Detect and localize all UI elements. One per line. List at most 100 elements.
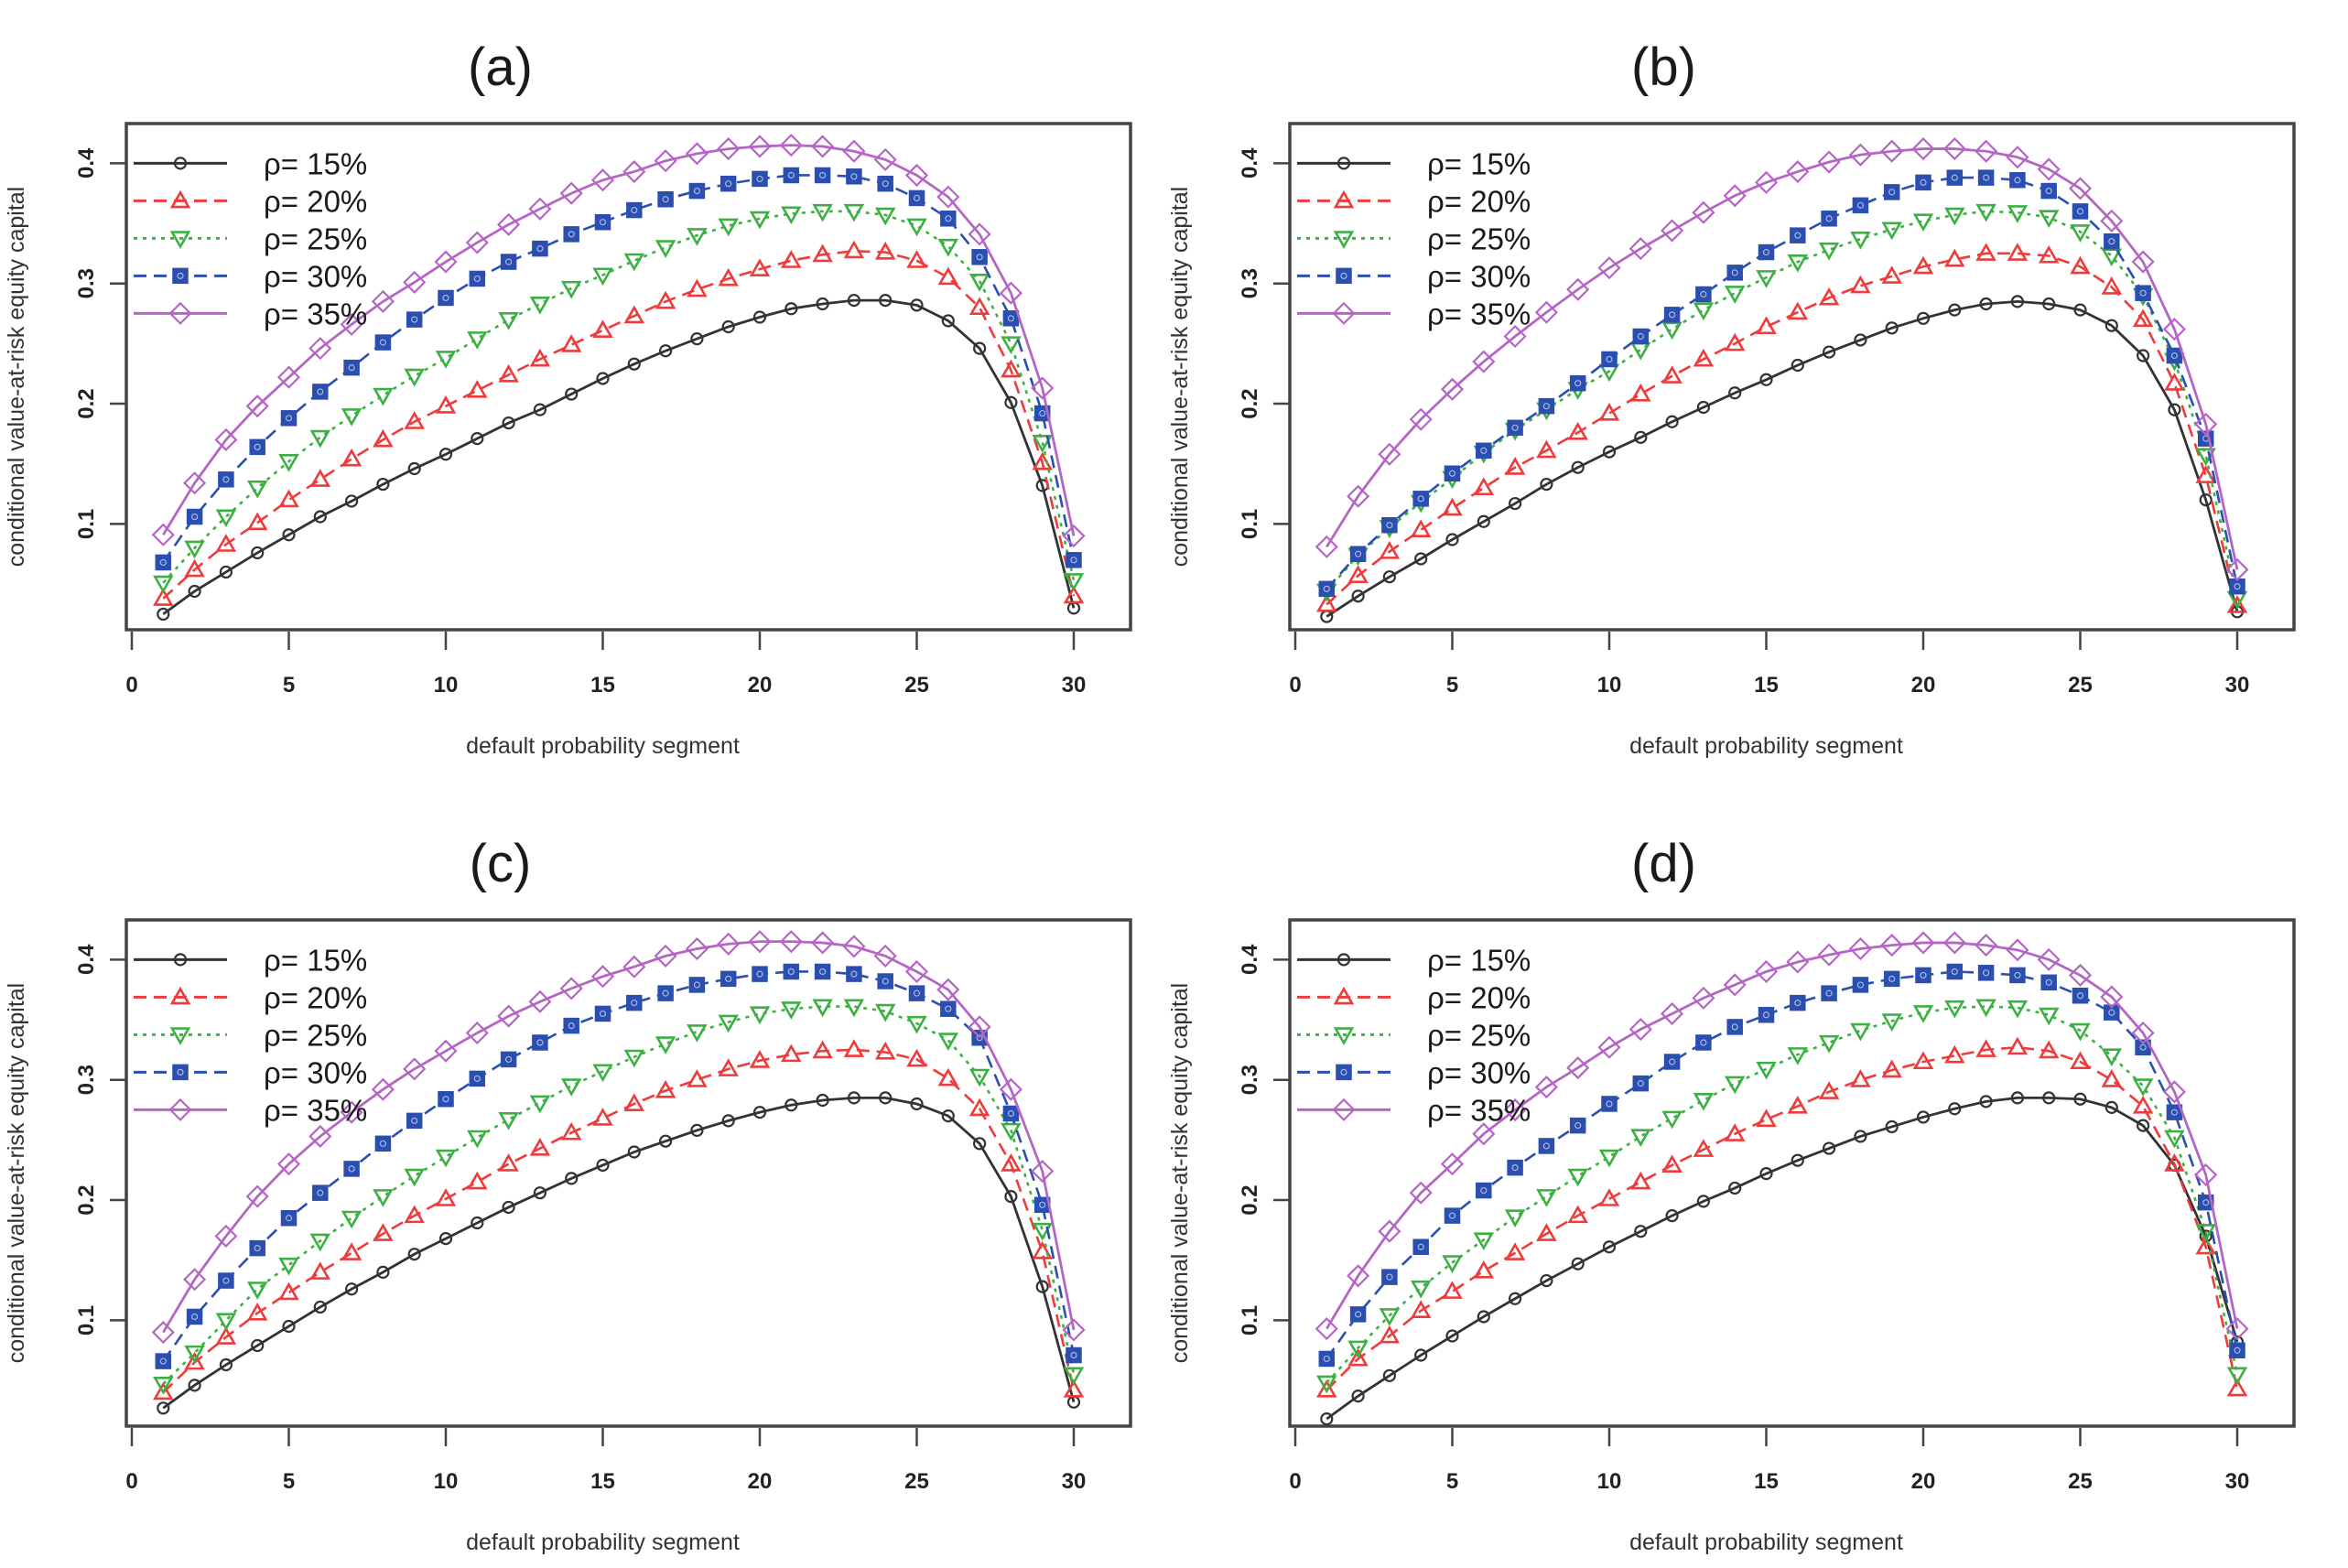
data-point [1442,1255,1463,1273]
data-point [532,240,548,257]
data-point-dot [1354,1311,1362,1318]
data-point [1665,1209,1679,1223]
data-point-dot [2170,351,2178,360]
data-point [312,1184,329,1201]
data-point [1661,321,1683,341]
series-5 [1315,137,2249,581]
data-point [968,1015,991,1039]
data-point-dot [787,968,795,976]
data-point-dot [1480,1186,1488,1195]
series-5 [1315,931,2249,1341]
data-point [627,357,641,371]
x-tick-label: 0 [1289,673,1301,697]
data-point [1315,535,1338,558]
data-point-dot [599,219,607,226]
data-point [1634,430,1648,444]
data-point [2225,557,2249,581]
data-point-dot [1542,403,1551,410]
legend-label: ρ= 15% [264,146,367,180]
data-point [1320,1412,1334,1426]
data-point [1598,1149,1620,1168]
data-point-dot [254,1244,261,1252]
data-point [842,139,866,163]
data-point [343,359,360,376]
data-point [1692,986,1715,1010]
data-point [1632,1075,1650,1092]
data-point [779,134,803,157]
data-point [465,1021,489,1045]
data-point [1063,585,1085,604]
x-tick-label: 25 [904,1469,929,1494]
x-tick-label: 25 [2068,1469,2093,1494]
data-point [1628,1017,1652,1042]
data-point-dot [1417,1243,1424,1250]
data-point [688,182,706,200]
data-point-dot [1762,248,1770,256]
data-point-dot [191,1313,199,1321]
legend-marker-dot [177,1068,184,1076]
data-point [2162,318,2186,341]
y-tick-label: 0.3 [74,268,99,298]
data-point [1004,1190,1018,1204]
data-point [1378,442,1401,466]
data-point [1724,286,1746,304]
legend-marker [1332,1098,1356,1121]
data-point [498,1153,519,1172]
data-point [153,1381,174,1400]
data-point [972,1137,987,1151]
data-point [309,1261,331,1280]
x-tick-label: 10 [434,673,459,697]
data-point [1696,400,1711,415]
legend-label: ρ= 20% [264,980,367,1014]
data-point-dot [1983,969,1990,977]
data-point-dot [1794,1000,1802,1007]
y-tick-label: 0.3 [1238,1065,1262,1095]
data-point [1347,484,1370,508]
data-point [1723,973,1747,997]
series-3 [153,203,1085,594]
data-point [1444,465,1461,481]
x-tick-label: 5 [283,673,295,697]
x-tick-label: 20 [1911,673,1936,697]
data-point [654,944,677,968]
data-point [843,203,865,222]
y-tick-label: 0.1 [74,509,99,539]
data-point [1883,184,1900,200]
legend-marker [1333,231,1355,249]
data-point [1032,435,1053,453]
data-point-dot [191,513,199,521]
legend-label: ρ= 15% [1427,943,1531,977]
data-point [749,258,771,276]
data-point [151,1320,175,1345]
data-point [308,337,332,361]
data-point [937,238,959,257]
data-point [533,403,547,416]
x-tick-label: 15 [1754,673,1779,697]
data-point [1316,1375,1337,1394]
data-point [1536,1189,1557,1207]
data-point-dot [1606,355,1613,363]
data-point [500,254,517,270]
data-point [2009,967,2026,984]
data-point [1661,1001,1684,1026]
data-point [1759,1167,1773,1181]
data-point [748,135,772,158]
x-axis-label: default probability segment [1629,733,1903,759]
data-point-dot [1070,557,1077,564]
data-point [471,432,484,446]
data-point [1661,365,1683,384]
data-point [1944,207,1965,226]
data-point [2007,1000,2029,1019]
data-point [1472,1122,1496,1146]
data-point [2131,1021,2155,1045]
data-point [374,1135,392,1152]
data-point [563,1017,579,1034]
data-point-dot [2076,208,2084,215]
data-point [752,170,768,188]
data-point [752,310,767,324]
data-point [936,185,960,209]
series-4 [1318,169,2245,598]
data-point [1817,150,1841,174]
data-point [687,278,708,297]
data-point-dot [818,968,827,976]
